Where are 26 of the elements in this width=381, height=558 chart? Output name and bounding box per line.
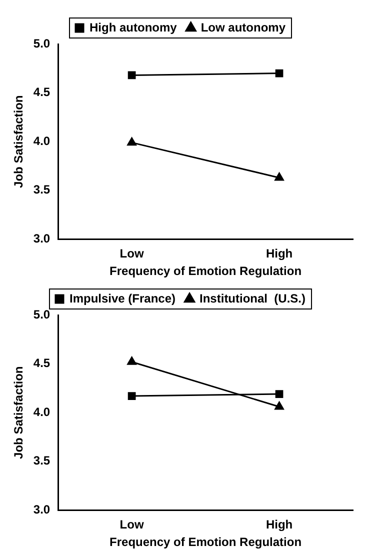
y-axis-title: Job Satisfaction bbox=[12, 366, 26, 459]
x-axis-title: Frequency of Emotion Regulation bbox=[110, 264, 302, 278]
x-tick-label: High bbox=[266, 246, 293, 261]
point bbox=[128, 392, 136, 400]
legend-label: High autonomy bbox=[90, 20, 178, 34]
point bbox=[275, 69, 284, 78]
y-axis-title: Job Satisfaction bbox=[12, 95, 26, 188]
x-tick-label: Low bbox=[120, 246, 144, 261]
point bbox=[275, 390, 284, 398]
y-tick-label: 3.0 bbox=[33, 232, 50, 246]
y-tick-label: 4.5 bbox=[33, 356, 50, 370]
x-tick-label: Low bbox=[120, 518, 144, 532]
y-tick-label: 4.5 bbox=[33, 85, 50, 100]
y-tick-label: 3.0 bbox=[33, 502, 50, 517]
x-axis-title: Frequency of Emotion Regulation bbox=[110, 535, 302, 550]
x-tick-label: High bbox=[266, 518, 293, 532]
y-tick-label: 4.0 bbox=[33, 404, 50, 419]
y-tick-label: 5.0 bbox=[33, 36, 50, 50]
y-tick-label: 5.0 bbox=[33, 307, 50, 322]
y-tick-label: 4.0 bbox=[33, 134, 50, 148]
legend-label: Institutional (U.S.) bbox=[200, 291, 306, 306]
y-tick-label: 3.5 bbox=[33, 182, 50, 197]
legend-label: Low autonomy bbox=[200, 20, 286, 34]
point bbox=[128, 71, 136, 80]
legend-label: Impulsive (France) bbox=[69, 291, 176, 306]
y-tick-label: 3.5 bbox=[33, 454, 50, 468]
